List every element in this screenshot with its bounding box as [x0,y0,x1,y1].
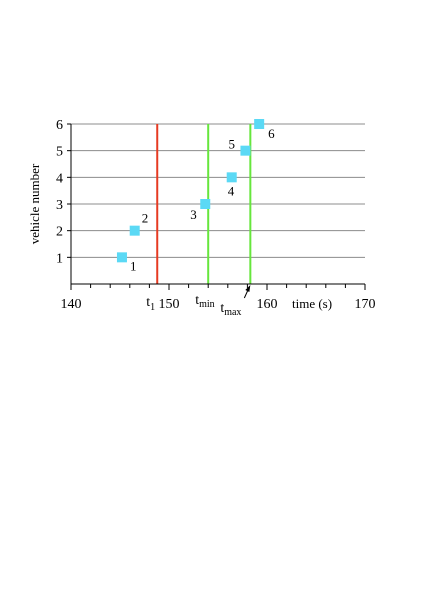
data-point-6 [254,119,265,129]
marker-label-tmin: tmin [195,293,214,310]
y-tick-label-4: 4 [56,171,63,186]
data-point-5 [240,145,251,156]
data-point-1 [116,252,127,263]
data-point-3 [200,199,211,209]
tmax-arrow-head [245,285,251,292]
x-tick-label-170: 170 [355,297,376,312]
labels: 1 2 3 4 5 6 140 150 160 170 t1 tmin tmax time (s) vehi… [27,118,376,318]
point-label-5: 5 [228,137,235,152]
data-points [116,119,265,263]
x-tick-label-150: 150 [159,297,180,312]
y-tick-label-2: 2 [56,225,63,240]
x-tick-label-160: 160 [257,297,278,312]
marker-label-tmax: tmax [220,301,241,318]
point-label-6: 6 [268,126,275,141]
y-tick-label-5: 5 [56,145,63,160]
y-tick-label-6: 6 [56,118,63,133]
data-point-4 [226,172,237,183]
y-axis-label: vehicle number [27,163,42,244]
marker-label-t1: t1 [146,295,155,313]
axes [67,123,366,290]
x-tick-label-140: 140 [61,297,82,312]
x-axis-label: time (s) [292,296,332,311]
gridlines [71,123,365,258]
point-label-2: 2 [142,211,149,226]
point-label-1: 1 [130,258,137,273]
data-point-2 [129,225,140,236]
y-tick-label-3: 3 [56,198,63,213]
point-label-4: 4 [228,183,235,198]
y-tick-label-1: 1 [56,251,63,266]
point-label-3: 3 [190,207,197,222]
